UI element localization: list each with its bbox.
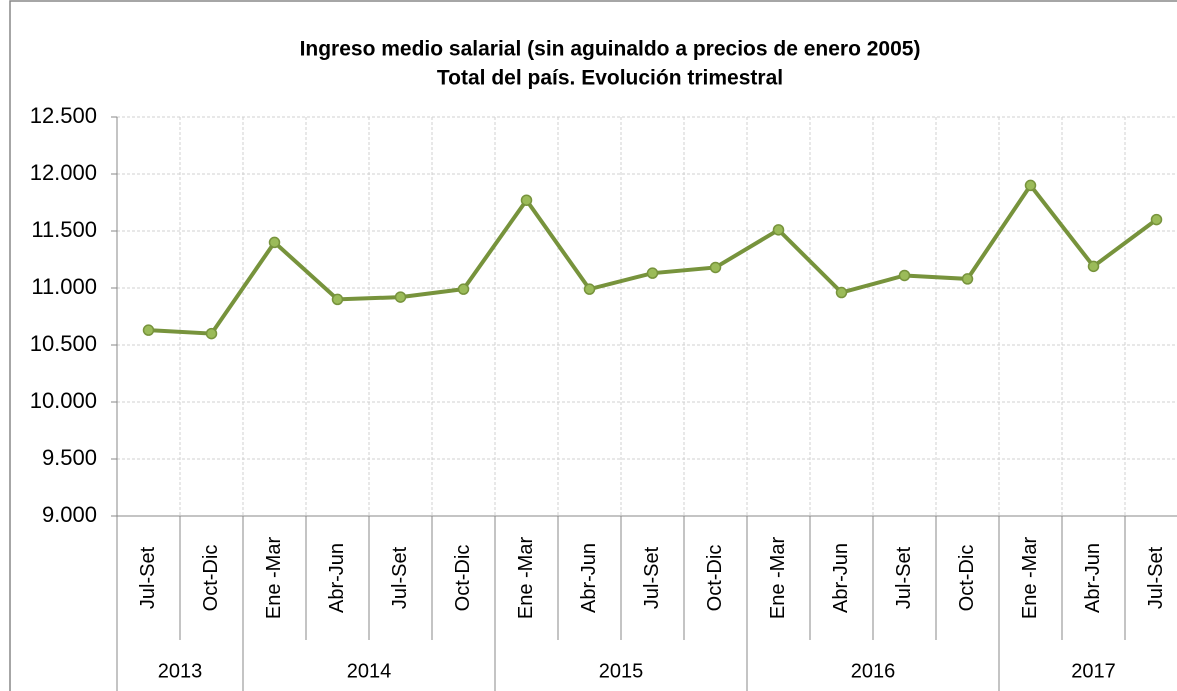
y-tick-label: 12.500 [30, 103, 97, 128]
group-label: 2015 [599, 660, 644, 682]
marker [646, 267, 659, 279]
y-tick-label: 9.000 [42, 502, 97, 527]
x-tick-label: Oct-Dic [452, 545, 474, 612]
marker [583, 283, 596, 295]
group-label: 2017 [1071, 660, 1116, 682]
x-tick-label: Abr-Jun [578, 543, 600, 613]
chart-subtitle: Total del país. Evolución trimestral [437, 67, 783, 90]
x-tick-label: Jul-Set [137, 546, 159, 609]
marker [835, 286, 848, 299]
chart-title: Ingreso medio salarial (sin aguinaldo a … [300, 38, 921, 61]
marker [394, 291, 407, 303]
marker [709, 261, 722, 274]
y-tick-label: 12.000 [30, 160, 97, 185]
marker [1150, 213, 1163, 226]
x-tick-label: Abr-Jun [326, 543, 348, 613]
marker [1024, 179, 1037, 192]
group-label: 2013 [158, 660, 203, 682]
y-tick-label: 11.000 [31, 274, 97, 299]
y-tick-label: 10.000 [30, 388, 97, 413]
chart-frame [9, 0, 1177, 691]
x-tick-label: Ene -Mar [515, 537, 537, 620]
x-tick-label: Ene -Mar [1019, 537, 1041, 620]
x-tick-label: Oct-Dic [200, 545, 222, 612]
y-tick-label: 10.500 [30, 331, 97, 356]
group-label: 2014 [347, 660, 392, 682]
marker [772, 224, 785, 236]
marker [898, 269, 911, 282]
marker [205, 327, 218, 340]
x-tick-label: Jul-Set [389, 546, 411, 609]
marker [961, 273, 974, 285]
y-tick-label: 11.500 [31, 217, 97, 242]
x-tick-label: Abr-Jun [1082, 543, 1104, 613]
x-tick-label: Oct-Dic [704, 545, 726, 612]
marker [520, 194, 533, 206]
marker [457, 283, 470, 295]
x-tick-label: Abr-Jun [830, 543, 852, 613]
x-tick-label: Jul-Set [893, 546, 915, 609]
x-tick-label: Jul-Set [641, 546, 663, 609]
x-tick-label: Ene -Mar [767, 537, 789, 620]
marker [268, 236, 281, 249]
y-tick-label: 9.500 [42, 445, 97, 470]
x-tick-label: Ene -Mar [263, 537, 285, 620]
x-tick-label: Oct-Dic [956, 545, 978, 612]
marker [142, 324, 155, 336]
marker [1087, 260, 1100, 273]
x-tick-label: Jul-Set [1145, 546, 1167, 609]
group-label: 2016 [851, 660, 896, 682]
marker [331, 293, 344, 306]
